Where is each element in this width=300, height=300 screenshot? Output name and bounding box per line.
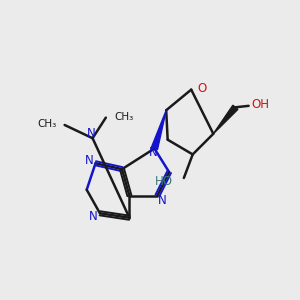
Text: N: N [85,154,93,167]
Text: HO: HO [155,175,173,188]
Text: N: N [89,210,98,223]
Text: N: N [158,194,167,207]
Text: O: O [198,82,207,95]
Text: OH: OH [252,98,270,111]
Text: N: N [148,146,157,159]
Text: CH₃: CH₃ [37,119,56,129]
Polygon shape [213,105,238,134]
Text: N: N [87,127,95,140]
Polygon shape [151,110,166,149]
Text: CH₃: CH₃ [114,112,133,122]
